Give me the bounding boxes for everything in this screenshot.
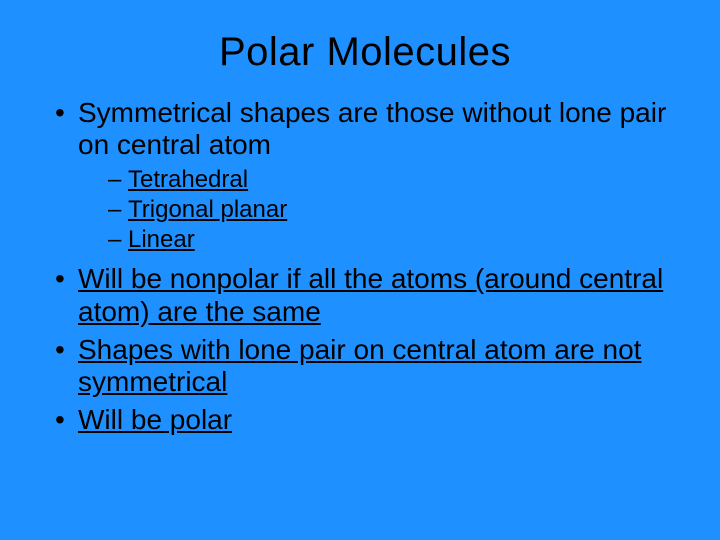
- bullet-item: Symmetrical shapes are those without lon…: [50, 97, 680, 255]
- bullet-text: Will be nonpolar if all the atoms (aroun…: [78, 263, 663, 326]
- sub-bullet-text: Linear: [128, 226, 195, 253]
- slide-title: Polar Molecules: [50, 30, 680, 75]
- sub-bullet-item: Tetrahedral: [78, 165, 680, 195]
- bullet-text: Will be polar: [78, 404, 232, 435]
- sub-bullet-list: Tetrahedral Trigonal planar Linear: [78, 165, 680, 255]
- sub-bullet-text: Tetrahedral: [128, 166, 248, 193]
- sub-bullet-item: Linear: [78, 225, 680, 255]
- bullet-item: Shapes with lone pair on central atom ar…: [50, 334, 680, 398]
- sub-bullet-text: Trigonal planar: [128, 196, 287, 223]
- bullet-item: Will be nonpolar if all the atoms (aroun…: [50, 263, 680, 327]
- bullet-text: Symmetrical shapes are those without lon…: [78, 97, 666, 160]
- bullet-item: Will be polar: [50, 404, 680, 436]
- main-bullet-list: Symmetrical shapes are those without lon…: [50, 97, 680, 436]
- sub-bullet-item: Trigonal planar: [78, 195, 680, 225]
- bullet-text: Shapes with lone pair on central atom ar…: [78, 334, 641, 397]
